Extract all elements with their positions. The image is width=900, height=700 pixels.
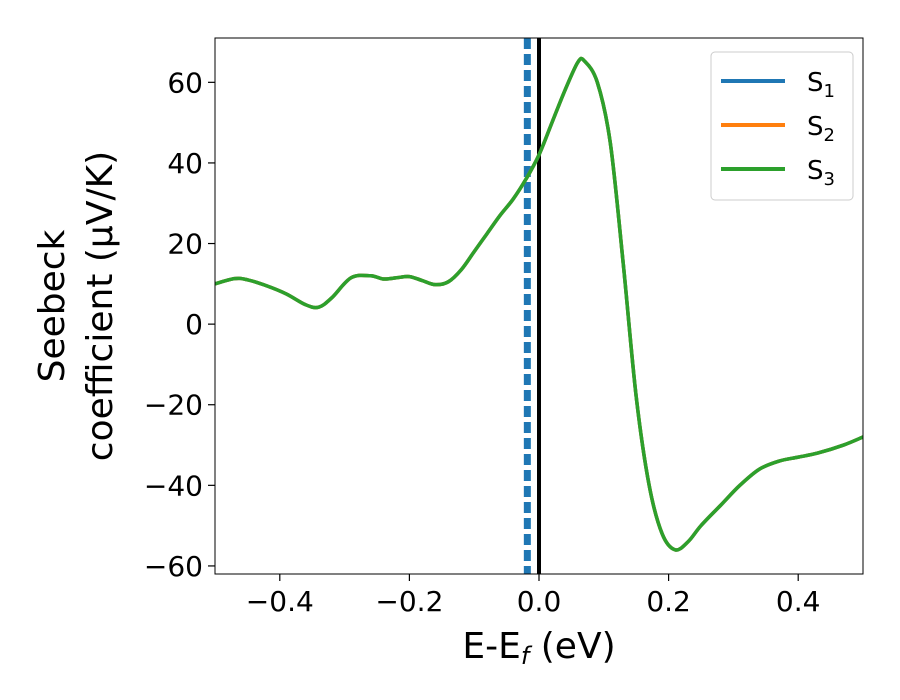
y-axis-label: Seebeck coefficient (μV/K) bbox=[32, 151, 121, 461]
legend-label-s2: S2 bbox=[807, 112, 835, 146]
legend-label-s1: S1 bbox=[807, 68, 835, 102]
legend-label-s3: S3 bbox=[807, 156, 835, 190]
x-tick-label: 0.0 bbox=[517, 585, 562, 618]
x-axis-label: E-Ef (eV) bbox=[462, 626, 615, 670]
x-tick-label: 0.2 bbox=[646, 585, 691, 618]
y-tick-label: 20 bbox=[167, 228, 203, 261]
y-tick-label: 40 bbox=[167, 147, 203, 180]
y-axis-label-line2: coefficient (μV/K) bbox=[80, 151, 121, 461]
y-tick-label: 60 bbox=[167, 66, 203, 99]
y-tick-label: −40 bbox=[144, 469, 203, 502]
x-tick-label: −0.2 bbox=[375, 585, 443, 618]
legend: S1 S2 S3 bbox=[710, 51, 854, 201]
y-tick-label: −20 bbox=[144, 389, 203, 422]
y-tick-label: −60 bbox=[144, 550, 203, 583]
axis-ticks: −0.4 −0.2 0.0 0.2 0.4 −60 −40 −20 0 20 40 60 bbox=[144, 66, 821, 618]
x-tick-label: −0.4 bbox=[246, 585, 314, 618]
y-tick-label: 0 bbox=[185, 308, 203, 341]
plot-area bbox=[215, 38, 863, 574]
x-tick-label: 0.4 bbox=[776, 585, 821, 618]
series-line-s3 bbox=[215, 56, 863, 552]
y-axis-label-line1: Seebeck bbox=[32, 229, 73, 382]
